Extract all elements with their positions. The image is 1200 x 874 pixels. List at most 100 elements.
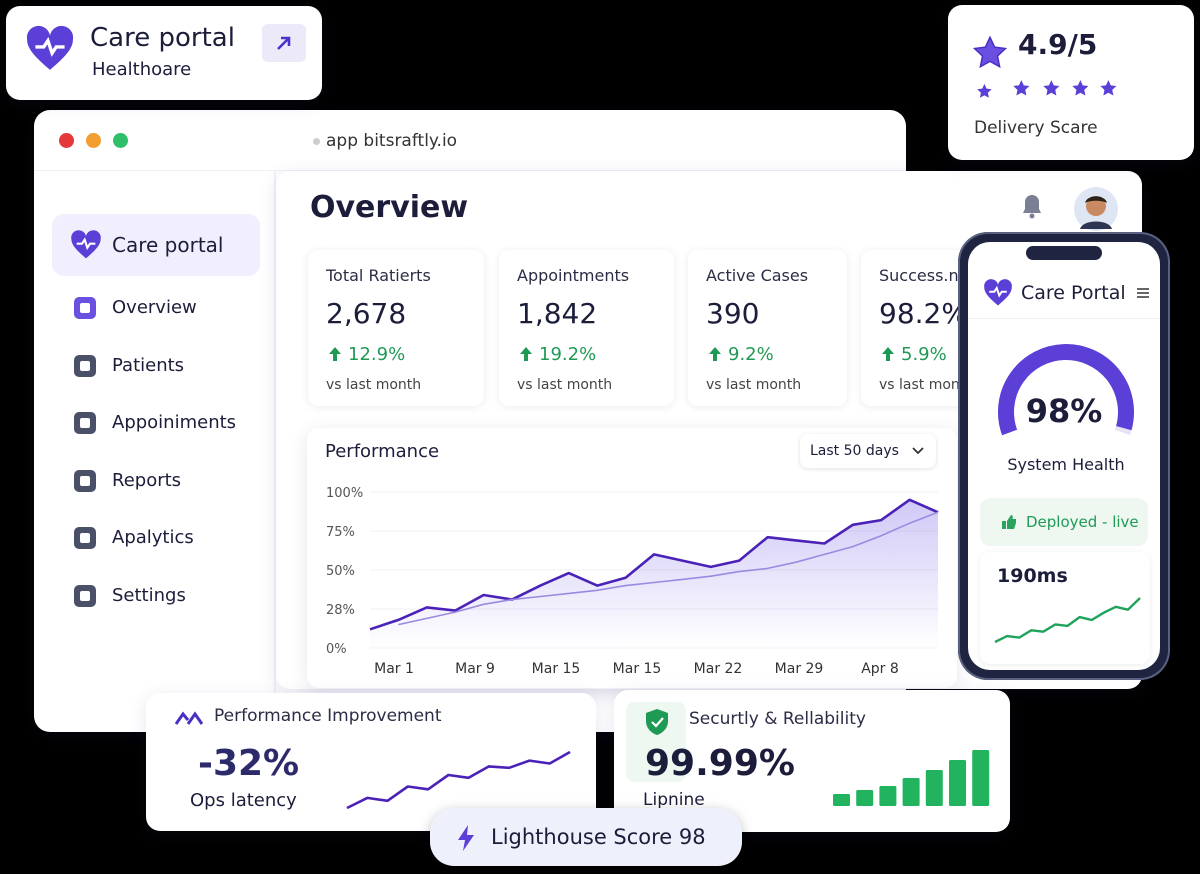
lighthouse-pill: Lighthouse Score 98 xyxy=(430,808,742,866)
stat-change: 12.9% xyxy=(348,344,406,365)
stat-value: 1,842 xyxy=(517,297,598,330)
phone-screen: Care Portal 98% System Health Deployed -… xyxy=(968,242,1160,670)
nav-item[interactable]: Settings xyxy=(60,576,256,616)
up-arrow-shape xyxy=(520,347,532,361)
badge-title: Care portal xyxy=(90,23,235,53)
sparkline xyxy=(994,597,1141,644)
nav-icon-inner xyxy=(80,303,90,313)
heart-icon xyxy=(71,230,101,259)
maximize-dot[interactable] xyxy=(113,133,128,148)
line-chart: 0% 28% 50% 75% 100% Mar 1 Mar 9 Mar 15 Mar 15 Mar… xyxy=(326,486,939,677)
performance-card: Performance Last 50 days 0% 28% 50% 75% 100%… xyxy=(307,428,957,688)
series-line xyxy=(398,511,939,626)
nav-icon-inner xyxy=(80,418,90,429)
sidebar-divider xyxy=(274,170,276,732)
stat-card: Active Cases 390 9.2% vs last month xyxy=(688,250,847,406)
page-title: Overview xyxy=(310,190,469,225)
sidebar-brand[interactable]: Care portal xyxy=(52,214,260,276)
avatar[interactable] xyxy=(1072,185,1120,233)
shield-icon xyxy=(646,709,668,735)
latency-sparkline xyxy=(994,597,1141,644)
nav-item[interactable]: Overview xyxy=(60,288,256,328)
up-arrow-shape xyxy=(329,347,341,361)
improvement-label: Ops latency xyxy=(190,790,297,811)
series-line xyxy=(369,498,939,631)
stat-change: 9.2% xyxy=(728,344,774,365)
open-button[interactable] xyxy=(262,24,306,62)
range-text: Last 50 days xyxy=(810,443,899,459)
improvement-title: Performance Improvement xyxy=(214,706,442,726)
stat-note: vs last mon xyxy=(879,377,960,393)
lighthouse-text: Lighthouse Score 98 xyxy=(491,825,706,849)
x-tick-label: Apr 8 xyxy=(861,661,899,677)
nav-item[interactable]: Reports xyxy=(60,461,256,501)
security-value: 99.99% xyxy=(645,743,795,784)
status-text: Deployed - live xyxy=(1026,513,1139,531)
nav-label: Reports xyxy=(112,469,182,491)
url-dot xyxy=(313,138,320,145)
bar xyxy=(972,750,990,806)
stat-label: Appointments xyxy=(517,266,630,285)
up-arrow xyxy=(520,347,532,361)
stat-change: 5.9% xyxy=(901,344,947,365)
up-arrow-shape xyxy=(709,347,721,361)
stat-note: vs last month xyxy=(326,377,422,393)
latency-value: 190ms xyxy=(997,565,1068,587)
nav-icon-inner xyxy=(80,360,90,371)
bar xyxy=(856,790,874,806)
x-tick-label: Mar 1 xyxy=(374,661,414,677)
menu-icon[interactable] xyxy=(1136,286,1150,300)
nav-label: Apalytics xyxy=(112,527,194,549)
bar xyxy=(879,786,897,806)
stat-value: 98.2% xyxy=(879,297,968,330)
gauge-value: 98% xyxy=(1025,392,1103,430)
rating-score: 4.9/5 xyxy=(1018,28,1098,61)
divider xyxy=(34,170,906,171)
stat-card: Appointments 1,842 19.2% vs last month xyxy=(499,250,674,406)
security-bars xyxy=(833,750,990,806)
rating-card: 4.9/5 Delivery Scare xyxy=(948,5,1194,160)
y-tick-label: 100% xyxy=(326,486,363,501)
trend-icon xyxy=(174,711,204,725)
y-tick-label: 0% xyxy=(326,642,347,657)
nav-item[interactable]: Patients xyxy=(60,346,256,386)
nav-label: Settings xyxy=(112,585,186,606)
gauge-label: System Health xyxy=(1007,455,1125,474)
gauge-fill xyxy=(998,344,1134,436)
bar xyxy=(902,778,920,806)
stat-change: 19.2% xyxy=(539,344,597,365)
nav-icon xyxy=(74,585,96,607)
stat-label: Total Ratierts xyxy=(326,266,431,285)
minimize-dot[interactable] xyxy=(86,133,101,148)
nav-item[interactable]: Appoiniments xyxy=(60,403,256,443)
stat-label: Success.n xyxy=(879,266,959,285)
health-gauge xyxy=(998,344,1134,436)
sparkline xyxy=(346,750,571,810)
heart-icon xyxy=(984,279,1012,306)
status-icon xyxy=(1002,515,1016,529)
x-tick-label: Mar 22 xyxy=(694,661,743,677)
area xyxy=(370,499,938,648)
nav-label: Overview xyxy=(112,297,197,318)
phone-title: Care Portal xyxy=(1021,282,1126,304)
nav-icon xyxy=(74,469,96,492)
up-arrow-shape xyxy=(882,347,894,361)
bell-icon[interactable] xyxy=(1021,193,1043,219)
improvement-value: -32% xyxy=(198,743,300,784)
stat-label: Active Cases xyxy=(706,266,809,285)
nav-icon xyxy=(74,297,96,319)
nav-icon-inner xyxy=(80,533,90,544)
y-tick-label: 50% xyxy=(326,564,355,579)
x-tick-label: Mar 15 xyxy=(613,661,662,677)
up-arrow xyxy=(882,347,894,361)
nav-item[interactable]: Apalytics xyxy=(60,518,256,558)
range-dropdown[interactable]: Last 50 days xyxy=(800,434,936,468)
stat-value: 2,678 xyxy=(326,297,407,330)
close-dot[interactable] xyxy=(59,133,74,148)
url: app bitsraftly.io xyxy=(326,131,458,151)
arrow-icon xyxy=(277,36,291,50)
rating-stars xyxy=(977,80,1117,98)
x-tick-label: Mar 15 xyxy=(532,661,581,677)
stat-value: 390 xyxy=(706,297,760,330)
